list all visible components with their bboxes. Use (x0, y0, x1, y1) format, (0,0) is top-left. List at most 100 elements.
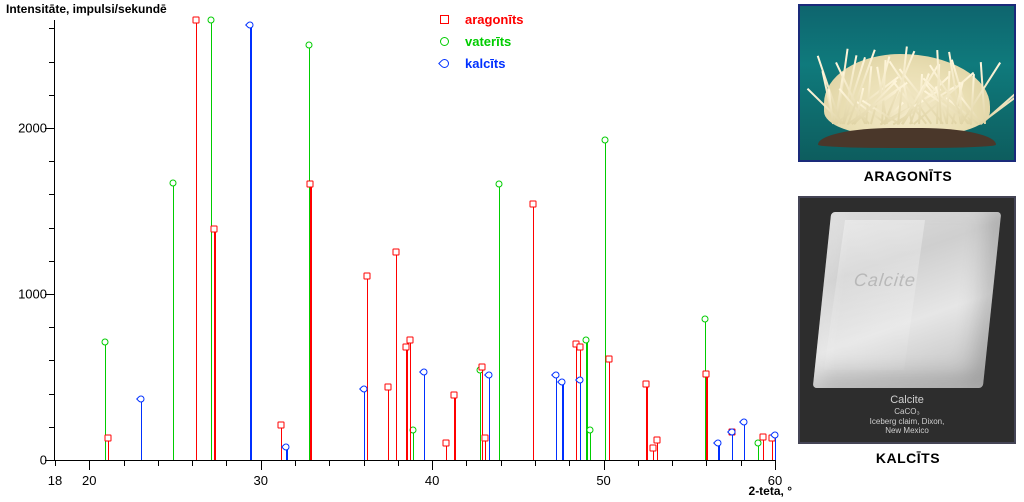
peak-marker-aragonits (406, 337, 413, 344)
peak-line-vaterits (413, 430, 414, 460)
plot-area: 010002000203040506018 (54, 20, 775, 461)
photo-inner-caption: CalciteCaCO₃Iceberg claim, Dixon,New Mex… (800, 394, 1014, 436)
x-tick-label: 50 (596, 473, 610, 488)
peak-marker-vaterits (701, 315, 708, 322)
peak-line-aragonits (396, 252, 397, 460)
peak-line-aragonits (388, 387, 389, 460)
peak-line-aragonits (763, 437, 764, 460)
peak-marker-vaterits (602, 136, 609, 143)
peak-line-aragonits (406, 347, 407, 460)
x-axis-title-text: 2-teta, ° (749, 484, 792, 498)
peak-marker-kalcits (484, 370, 494, 380)
peak-marker-aragonits (278, 422, 285, 429)
peak-line-aragonits (533, 204, 534, 460)
peak-marker-aragonits (703, 370, 710, 377)
peak-line-aragonits (482, 367, 483, 460)
watermark-calcite: Calcite (853, 270, 917, 291)
peak-marker-vaterits (583, 337, 590, 344)
peak-line-vaterits (211, 20, 212, 460)
peak-marker-vaterits (586, 427, 593, 434)
peak-line-kalcits (562, 382, 563, 460)
peak-marker-aragonits (364, 272, 371, 279)
caption-kalcits: KALCĪTS (798, 450, 1018, 466)
peak-marker-kalcits (739, 417, 749, 427)
peak-marker-aragonits (760, 433, 767, 440)
page-root: Intensitāte, impulsi/sekundē 01000200020… (0, 0, 1024, 502)
peak-marker-kalcits (419, 367, 429, 377)
peak-marker-kalcits (713, 438, 723, 448)
peak-marker-aragonits (451, 392, 458, 399)
peak-line-aragonits (646, 384, 647, 460)
legend-item-vaterits: vaterīts (440, 30, 524, 52)
peak-marker-vaterits (305, 41, 312, 48)
peak-marker-kalcits (136, 394, 146, 404)
peak-line-aragonits (410, 340, 411, 460)
x-tick-label: 18 (48, 473, 62, 488)
legend-label: kalcīts (465, 56, 505, 71)
legend-marker-icon (440, 15, 449, 24)
peak-line-kalcits (364, 389, 365, 460)
x-axis-title: 2-teta, ° (749, 484, 792, 498)
peak-line-aragonits (576, 344, 577, 460)
peak-marker-aragonits (576, 344, 583, 351)
peak-line-vaterits (605, 140, 606, 460)
photo-kalcits: Calcite CalciteCaCO₃Iceberg claim, Dixon… (798, 196, 1016, 444)
legend: aragonīts vaterīts kalcīts (440, 8, 524, 74)
peak-marker-kalcits (557, 377, 567, 387)
y-tick-label: 2000 (18, 120, 47, 135)
peak-line-kalcits (250, 25, 251, 460)
caption-aragonits: ARAGONĪTS (798, 168, 1018, 184)
peak-line-kalcits (424, 372, 425, 460)
peak-line-aragonits (367, 276, 368, 460)
legend-marker-icon (438, 57, 451, 70)
peak-line-aragonits (214, 229, 215, 460)
peak-line-kalcits (489, 375, 490, 460)
photo-aragonits (798, 4, 1016, 162)
peak-line-vaterits (590, 430, 591, 460)
y-tick-label: 1000 (18, 286, 47, 301)
peak-marker-aragonits (643, 380, 650, 387)
peak-line-aragonits (454, 395, 455, 460)
peak-line-kalcits (580, 380, 581, 460)
legend-item-kalcits: kalcīts (440, 52, 524, 74)
legend-item-aragonits: aragonīts (440, 8, 524, 30)
peak-marker-aragonits (442, 440, 449, 447)
peak-marker-vaterits (496, 181, 503, 188)
peak-marker-aragonits (478, 364, 485, 371)
legend-label: aragonīts (465, 12, 524, 27)
y-tick-label: 0 (40, 453, 47, 468)
peak-marker-aragonits (605, 355, 612, 362)
peak-marker-vaterits (754, 440, 761, 447)
peak-marker-kalcits (281, 442, 291, 452)
peak-marker-aragonits (211, 226, 218, 233)
peak-line-kalcits (556, 375, 557, 460)
peak-marker-vaterits (101, 339, 108, 346)
peak-marker-vaterits (170, 179, 177, 186)
peak-line-kalcits (732, 432, 733, 460)
peak-marker-vaterits (208, 17, 215, 24)
peak-line-vaterits (499, 184, 500, 460)
peak-marker-aragonits (393, 249, 400, 256)
peak-line-vaterits (105, 342, 106, 460)
x-tick-label: 30 (253, 473, 267, 488)
x-tick-label: 20 (82, 473, 96, 488)
peak-line-kalcits (141, 399, 142, 460)
peak-line-aragonits (281, 425, 282, 460)
peak-line-vaterits (173, 183, 174, 460)
peak-line-kalcits (744, 422, 745, 460)
peak-line-aragonits (310, 184, 311, 460)
peak-line-aragonits (609, 359, 610, 460)
legend-marker-icon (440, 37, 449, 46)
peak-line-vaterits (586, 340, 587, 460)
peak-marker-aragonits (653, 437, 660, 444)
y-axis-title: Intensitāte, impulsi/sekundē (6, 2, 167, 16)
x-tick-label: 40 (425, 473, 439, 488)
peak-marker-aragonits (530, 201, 537, 208)
peak-marker-aragonits (384, 383, 391, 390)
image-column: ARAGONĪTS Calcite CalciteCaCO₃Iceberg cl… (798, 0, 1018, 502)
peak-marker-aragonits (307, 181, 314, 188)
peak-line-aragonits (196, 20, 197, 460)
legend-label: vaterīts (465, 34, 511, 49)
peak-marker-aragonits (105, 435, 112, 442)
peak-marker-kalcits (245, 20, 255, 30)
